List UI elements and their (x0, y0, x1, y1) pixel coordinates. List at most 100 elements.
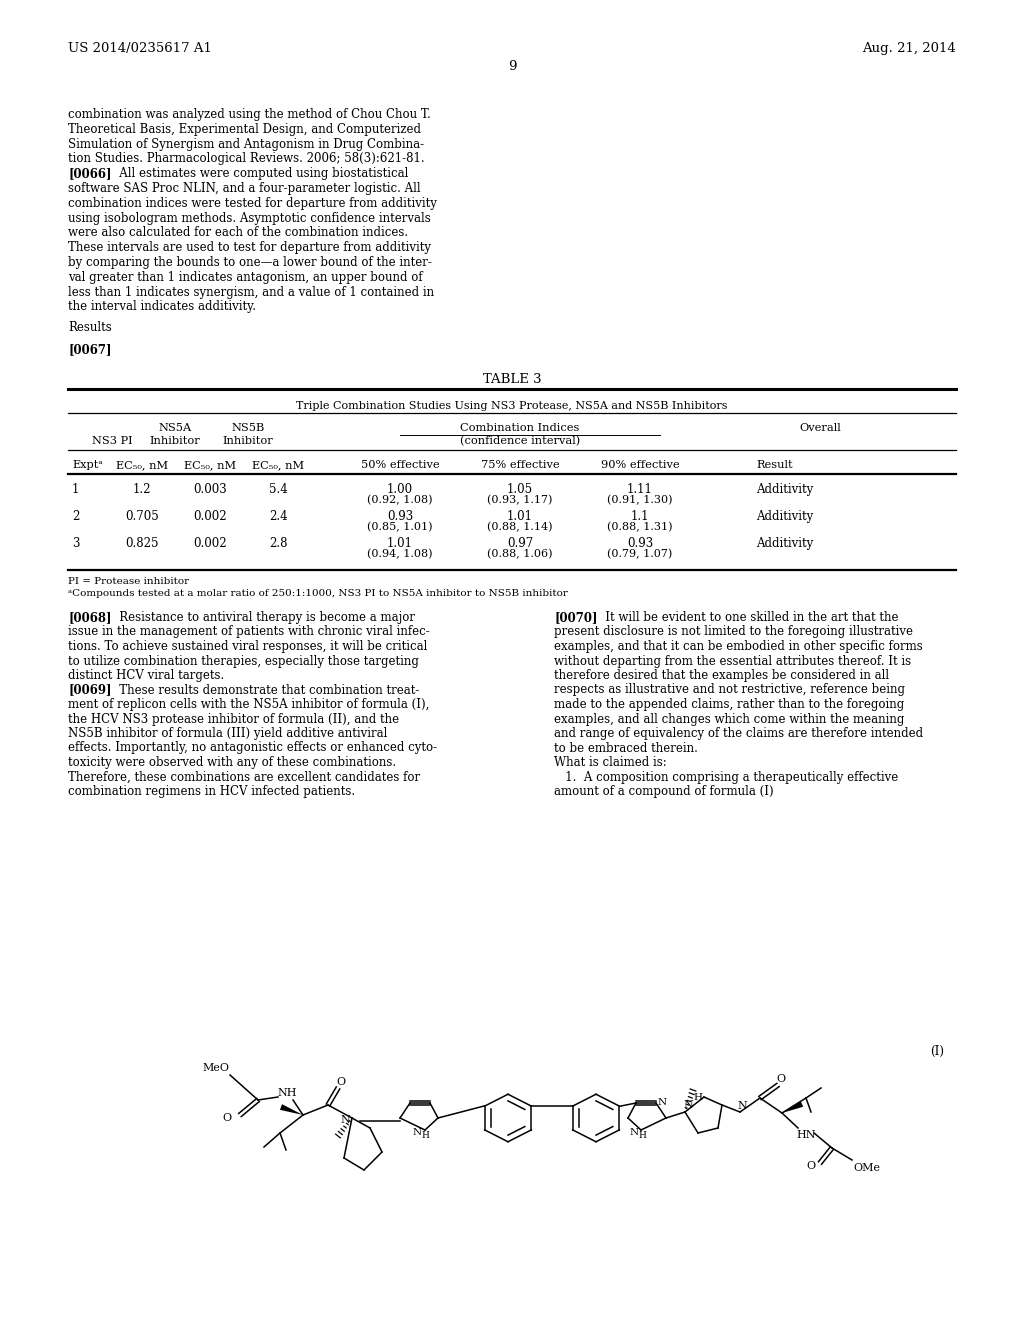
Text: (0.93, 1.17): (0.93, 1.17) (487, 495, 553, 506)
Text: [0068]: [0068] (68, 611, 112, 624)
Text: N: N (413, 1129, 422, 1137)
Text: 75% effective: 75% effective (480, 459, 559, 470)
Text: less than 1 indicates synergism, and a value of 1 contained in: less than 1 indicates synergism, and a v… (68, 285, 434, 298)
Text: and range of equivalency of the claims are therefore intended: and range of equivalency of the claims a… (554, 727, 923, 741)
Text: [0069]: [0069] (68, 684, 112, 697)
Text: 1.01: 1.01 (387, 537, 413, 550)
Text: Overall: Overall (799, 422, 841, 433)
Text: HN: HN (796, 1130, 815, 1140)
Text: val greater than 1 indicates antagonism, an upper bound of: val greater than 1 indicates antagonism,… (68, 271, 423, 284)
Text: respects as illustrative and not restrictive, reference being: respects as illustrative and not restric… (554, 684, 905, 697)
Text: Resistance to antiviral therapy is become a major: Resistance to antiviral therapy is becom… (108, 611, 415, 624)
Text: 0.825: 0.825 (125, 537, 159, 550)
Text: 0.705: 0.705 (125, 510, 159, 523)
Text: Combination Indices: Combination Indices (461, 422, 580, 433)
Text: 1.05: 1.05 (507, 483, 534, 496)
Text: 0.002: 0.002 (194, 537, 226, 550)
Text: (I): (I) (930, 1045, 944, 1059)
Text: tions. To achieve sustained viral responses, it will be critical: tions. To achieve sustained viral respon… (68, 640, 427, 653)
Text: All estimates were computed using biostatistical: All estimates were computed using biosta… (108, 168, 409, 181)
Text: Triple Combination Studies Using NS3 Protease, NS5A and NS5B Inhibitors: Triple Combination Studies Using NS3 Pro… (296, 401, 728, 411)
Text: N: N (340, 1115, 350, 1125)
Text: TABLE 3: TABLE 3 (482, 374, 542, 385)
Text: N: N (630, 1129, 639, 1137)
Text: 2.4: 2.4 (268, 510, 288, 523)
Text: 0.93: 0.93 (627, 537, 653, 550)
Text: 5.4: 5.4 (268, 483, 288, 496)
Text: by comparing the bounds to one—a lower bound of the inter-: by comparing the bounds to one—a lower b… (68, 256, 432, 269)
Text: US 2014/0235617 A1: US 2014/0235617 A1 (68, 42, 212, 55)
Text: Additivity: Additivity (756, 483, 813, 496)
Text: to utilize combination therapies, especially those targeting: to utilize combination therapies, especi… (68, 655, 419, 668)
Text: 1: 1 (72, 483, 80, 496)
Text: to be embraced therein.: to be embraced therein. (554, 742, 698, 755)
Text: N: N (683, 1100, 693, 1110)
Text: Therefore, these combinations are excellent candidates for: Therefore, these combinations are excell… (68, 771, 420, 784)
Text: O: O (336, 1077, 345, 1086)
Text: 90% effective: 90% effective (601, 459, 679, 470)
Text: NS5A: NS5A (159, 422, 191, 433)
Text: MeO: MeO (202, 1063, 229, 1073)
Text: EC₅₀, nM: EC₅₀, nM (184, 459, 237, 470)
Text: EC₅₀, nM: EC₅₀, nM (116, 459, 168, 470)
Text: OMe: OMe (853, 1163, 880, 1173)
Text: examples, and all changes which come within the meaning: examples, and all changes which come wit… (554, 713, 904, 726)
Text: O: O (222, 1113, 231, 1123)
Text: 0.003: 0.003 (194, 483, 227, 496)
Text: the interval indicates additivity.: the interval indicates additivity. (68, 301, 256, 313)
Text: toxicity were observed with any of these combinations.: toxicity were observed with any of these… (68, 756, 396, 770)
Text: What is claimed is:: What is claimed is: (554, 756, 667, 770)
Text: Additivity: Additivity (756, 537, 813, 550)
Text: (0.91, 1.30): (0.91, 1.30) (607, 495, 673, 506)
Text: Theoretical Basis, Experimental Design, and Computerized: Theoretical Basis, Experimental Design, … (68, 123, 421, 136)
Text: N: N (658, 1098, 667, 1107)
Text: 2: 2 (72, 510, 80, 523)
Text: issue in the management of patients with chronic viral infec-: issue in the management of patients with… (68, 626, 430, 639)
Text: (0.79, 1.07): (0.79, 1.07) (607, 549, 673, 560)
Text: (0.88, 1.06): (0.88, 1.06) (487, 549, 553, 560)
Text: H: H (421, 1131, 429, 1140)
Text: 0.97: 0.97 (507, 537, 534, 550)
Text: (0.85, 1.01): (0.85, 1.01) (368, 521, 433, 532)
Text: (0.88, 1.31): (0.88, 1.31) (607, 521, 673, 532)
Text: [0070]: [0070] (554, 611, 597, 624)
Text: Inhibitor: Inhibitor (222, 436, 273, 446)
Text: software SAS Proc NLIN, and a four-parameter logistic. All: software SAS Proc NLIN, and a four-param… (68, 182, 421, 195)
Text: These results demonstrate that combination treat-: These results demonstrate that combinati… (108, 684, 420, 697)
Text: 2.8: 2.8 (268, 537, 288, 550)
Text: EC₅₀, nM: EC₅₀, nM (252, 459, 304, 470)
Text: O: O (806, 1162, 815, 1171)
Text: 1.01: 1.01 (507, 510, 534, 523)
Text: 0.002: 0.002 (194, 510, 226, 523)
Text: the HCV NS3 protease inhibitor of formula (II), and the: the HCV NS3 protease inhibitor of formul… (68, 713, 399, 726)
Text: combination regimens in HCV infected patients.: combination regimens in HCV infected pat… (68, 785, 355, 799)
Text: It will be evident to one skilled in the art that the: It will be evident to one skilled in the… (594, 611, 898, 624)
Text: NS5B: NS5B (231, 422, 264, 433)
Text: therefore desired that the examples be considered in all: therefore desired that the examples be c… (554, 669, 889, 682)
Text: Result: Result (756, 459, 793, 470)
Text: 3: 3 (72, 537, 80, 550)
Text: using isobologram methods. Asymptotic confidence intervals: using isobologram methods. Asymptotic co… (68, 211, 431, 224)
Text: PI = Protease inhibitor: PI = Protease inhibitor (68, 577, 189, 586)
Text: ᵃCompounds tested at a molar ratio of 250:1:1000, NS3 PI to NS5A inhibitor to NS: ᵃCompounds tested at a molar ratio of 25… (68, 589, 568, 598)
Text: distinct HCV viral targets.: distinct HCV viral targets. (68, 669, 224, 682)
Text: 0.93: 0.93 (387, 510, 413, 523)
Text: H: H (693, 1093, 702, 1102)
Text: effects. Importantly, no antagonistic effects or enhanced cyto-: effects. Importantly, no antagonistic ef… (68, 742, 437, 755)
Text: O: O (776, 1074, 785, 1084)
Text: present disclosure is not limited to the foregoing illustrative: present disclosure is not limited to the… (554, 626, 913, 639)
Text: Simulation of Synergism and Antagonism in Drug Combina-: Simulation of Synergism and Antagonism i… (68, 137, 424, 150)
Text: Additivity: Additivity (756, 510, 813, 523)
Text: These intervals are used to test for departure from additivity: These intervals are used to test for dep… (68, 242, 431, 255)
Text: H: H (638, 1131, 646, 1140)
Text: Aug. 21, 2014: Aug. 21, 2014 (862, 42, 956, 55)
Text: combination was analyzed using the method of Chou Chou T.: combination was analyzed using the metho… (68, 108, 431, 121)
Text: were also calculated for each of the combination indices.: were also calculated for each of the com… (68, 227, 409, 239)
Text: examples, and that it can be embodied in other specific forms: examples, and that it can be embodied in… (554, 640, 923, 653)
Text: ment of replicon cells with the NS5A inhibitor of formula (I),: ment of replicon cells with the NS5A inh… (68, 698, 429, 711)
Text: 1.1: 1.1 (631, 510, 649, 523)
Text: amount of a compound of formula (I): amount of a compound of formula (I) (554, 785, 773, 799)
Text: 50% effective: 50% effective (360, 459, 439, 470)
Text: 9: 9 (508, 59, 516, 73)
Text: (0.88, 1.14): (0.88, 1.14) (487, 521, 553, 532)
